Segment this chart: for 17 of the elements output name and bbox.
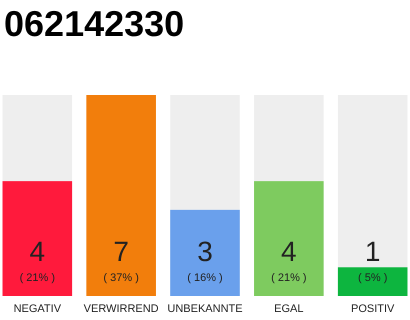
data-label: 4 xyxy=(30,236,46,267)
annotation: ( 5% ) xyxy=(358,272,388,284)
x-tick-label: POSITIV xyxy=(350,303,396,315)
chart-title: 062142330 xyxy=(4,3,184,44)
annotation: ( 16% ) xyxy=(187,272,223,284)
data-label: 3 xyxy=(197,236,213,267)
annotation: ( 21% ) xyxy=(20,272,56,284)
data-label: 4 xyxy=(281,236,297,267)
x-tick-label: NEGATIV xyxy=(14,303,62,315)
bar xyxy=(338,267,408,296)
x-tick-label: EGAL xyxy=(274,303,304,315)
x-tick-label: UNBEKANNTE xyxy=(167,303,243,315)
annotation: ( 21% ) xyxy=(271,272,307,284)
data-label: 1 xyxy=(364,236,380,267)
annotation: ( 37% ) xyxy=(103,272,139,284)
x-tick-label: VERWIRREND xyxy=(84,303,159,315)
data-label: 7 xyxy=(113,236,129,267)
